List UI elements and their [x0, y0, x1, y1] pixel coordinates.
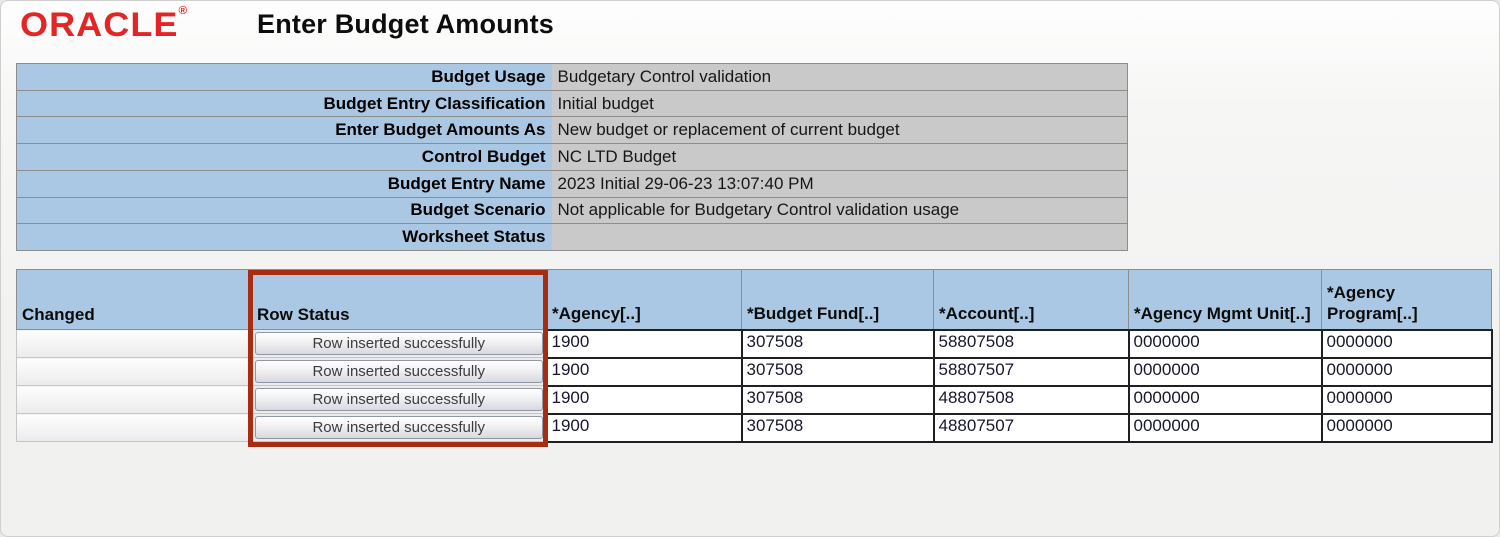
changed-cell [16, 413, 252, 442]
agency-program-cell[interactable]: 0000000 [1320, 328, 1493, 359]
budget-fund-cell[interactable]: 307508 [740, 384, 935, 415]
table-row: Row inserted successfully 1900 307508 48… [16, 412, 1493, 443]
summary-label-budget-entry-name: Budget Entry Name [16, 169, 552, 198]
summary-row: Enter Budget Amounts As New budget or re… [16, 116, 1128, 145]
agency-cell[interactable]: 1900 [545, 384, 743, 415]
account-cell[interactable]: 58807508 [932, 328, 1130, 359]
table-row: Row inserted successfully 1900 307508 58… [16, 356, 1493, 387]
summary-value-budget-scenario: Not applicable for Budgetary Control val… [551, 196, 1128, 225]
registered-trademark-mark: ® [178, 5, 188, 17]
summary-value-enter-budget-amounts-as: New budget or replacement of current bud… [551, 116, 1128, 145]
budget-fund-cell[interactable]: 307508 [740, 328, 935, 359]
summary-label-budget-scenario: Budget Scenario [16, 196, 552, 225]
summary-label-budget-usage: Budget Usage [16, 63, 552, 91]
summary-value-budget-entry-name: 2023 Initial 29-06-23 13:07:40 PM [551, 169, 1128, 198]
agency-cell[interactable]: 1900 [545, 328, 743, 359]
agency-mgmt-unit-cell[interactable]: 0000000 [1127, 328, 1323, 359]
oracle-logo: ORACLE® [20, 5, 187, 45]
row-status-button[interactable]: Row inserted successfully [255, 416, 543, 439]
agency-program-cell[interactable]: 0000000 [1320, 412, 1493, 443]
row-status-cell: Row inserted successfully [251, 357, 547, 386]
agency-cell[interactable]: 1900 [545, 356, 743, 387]
column-header-agency-program: *Agency Program[..] [1321, 269, 1492, 330]
summary-value-budget-entry-classification: Initial budget [551, 89, 1128, 118]
budget-summary-panel: Budget Usage Budgetary Control validatio… [16, 63, 1128, 251]
summary-value-budget-usage: Budgetary Control validation [551, 63, 1128, 91]
row-status-button[interactable]: Row inserted successfully [255, 332, 543, 355]
agency-program-cell[interactable]: 0000000 [1320, 356, 1493, 387]
changed-cell [16, 357, 252, 386]
column-header-budget-fund: *Budget Fund[..] [741, 269, 934, 330]
column-header-changed: Changed [16, 269, 252, 330]
summary-label-control-budget: Control Budget [16, 143, 552, 171]
column-header-row-status: Row Status [251, 269, 547, 330]
row-status-cell: Row inserted successfully [251, 413, 547, 442]
agency-mgmt-unit-cell[interactable]: 0000000 [1127, 384, 1323, 415]
row-status-cell: Row inserted successfully [251, 385, 547, 414]
page-title: Enter Budget Amounts [257, 9, 554, 39]
changed-cell [16, 385, 252, 414]
column-header-agency: *Agency[..] [546, 269, 742, 330]
summary-row: Budget Entry Classification Initial budg… [16, 89, 1128, 118]
oracle-wordmark: ORACLE [20, 6, 179, 44]
table-header-row: Changed Row Status *Agency[..] *Budget F… [16, 269, 1492, 330]
agency-program-cell[interactable]: 0000000 [1320, 384, 1493, 415]
summary-label-worksheet-status: Worksheet Status [16, 223, 552, 251]
summary-row: Budget Scenario Not applicable for Budge… [16, 196, 1128, 225]
budget-lines-table: Changed Row Status *Agency[..] *Budget F… [16, 269, 1493, 443]
summary-value-control-budget: NC LTD Budget [551, 143, 1128, 171]
column-header-agency-mgmt-unit: *Agency Mgmt Unit[..] [1128, 269, 1322, 330]
agency-cell[interactable]: 1900 [545, 412, 743, 443]
account-cell[interactable]: 48807508 [932, 384, 1130, 415]
account-cell[interactable]: 48807507 [932, 412, 1130, 443]
column-header-account: *Account[..] [933, 269, 1129, 330]
summary-value-worksheet-status [551, 223, 1128, 251]
summary-row: Worksheet Status [16, 223, 1128, 251]
account-cell[interactable]: 58807507 [932, 356, 1130, 387]
row-status-cell: Row inserted successfully [251, 329, 547, 358]
table-row: Row inserted successfully 1900 307508 48… [16, 384, 1493, 415]
row-status-button[interactable]: Row inserted successfully [255, 360, 543, 383]
table-row: Row inserted successfully 1900 307508 58… [16, 328, 1493, 359]
agency-mgmt-unit-cell[interactable]: 0000000 [1127, 356, 1323, 387]
summary-row: Budget Entry Name 2023 Initial 29-06-23 … [16, 169, 1128, 198]
agency-mgmt-unit-cell[interactable]: 0000000 [1127, 412, 1323, 443]
changed-cell [16, 329, 252, 358]
summary-row: Control Budget NC LTD Budget [16, 143, 1128, 171]
budget-fund-cell[interactable]: 307508 [740, 412, 935, 443]
row-status-button[interactable]: Row inserted successfully [255, 388, 543, 411]
summary-row: Budget Usage Budgetary Control validatio… [16, 63, 1128, 91]
budget-fund-cell[interactable]: 307508 [740, 356, 935, 387]
summary-label-enter-budget-amounts-as: Enter Budget Amounts As [16, 116, 552, 145]
summary-label-budget-entry-classification: Budget Entry Classification [16, 89, 552, 118]
